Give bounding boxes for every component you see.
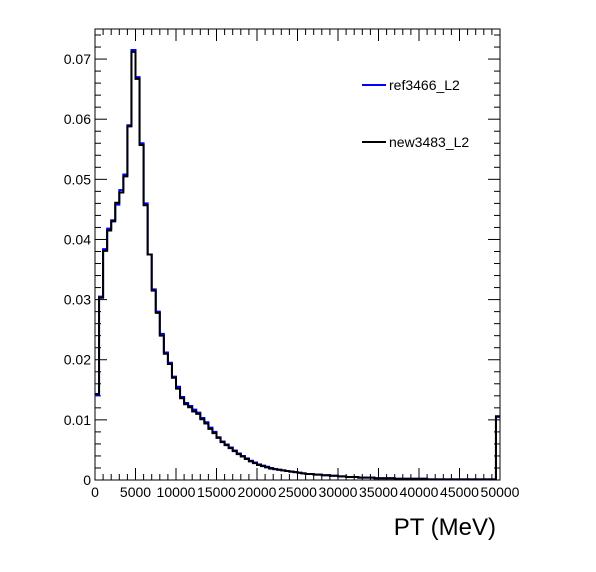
x-tick-label: 25000 <box>278 484 317 500</box>
x-tick-label: 5000 <box>120 484 151 500</box>
legend-label-new: new3483_L2 <box>389 134 469 150</box>
x-tick-label: 0 <box>91 484 99 500</box>
legend-box <box>357 67 487 167</box>
axis-ticks: 0 5000 10000 15000 20000 25000 30000 35000 40000… <box>64 29 520 500</box>
y-tick-label: 0.05 <box>64 171 91 187</box>
y-tick-label: 0.06 <box>64 111 91 127</box>
x-tick-label: 45000 <box>440 484 479 500</box>
x-tick-label: 40000 <box>400 484 439 500</box>
x-tick-label: 50000 <box>481 484 520 500</box>
series-line-new3483_L2 <box>95 50 500 481</box>
x-tick-label: 15000 <box>197 484 236 500</box>
x-axis-title: PT (MeV) <box>394 514 496 541</box>
x-tick-label: 30000 <box>319 484 358 500</box>
y-tick-label: 0.01 <box>64 412 91 428</box>
y-tick-label: 0.07 <box>64 51 91 67</box>
legend: ref3466_L2 new3483_L2 <box>357 67 487 167</box>
y-tick-label: 0.02 <box>64 352 91 368</box>
x-tick-label: 10000 <box>157 484 196 500</box>
x-tick-label: 35000 <box>359 484 398 500</box>
y-tick-label: 0.04 <box>64 231 91 247</box>
y-tick-label: 0.03 <box>64 292 91 308</box>
legend-label-ref: ref3466_L2 <box>389 77 460 93</box>
y-tick-label: 0 <box>83 472 91 488</box>
series-group <box>95 49 500 481</box>
x-tick-label: 20000 <box>238 484 277 500</box>
